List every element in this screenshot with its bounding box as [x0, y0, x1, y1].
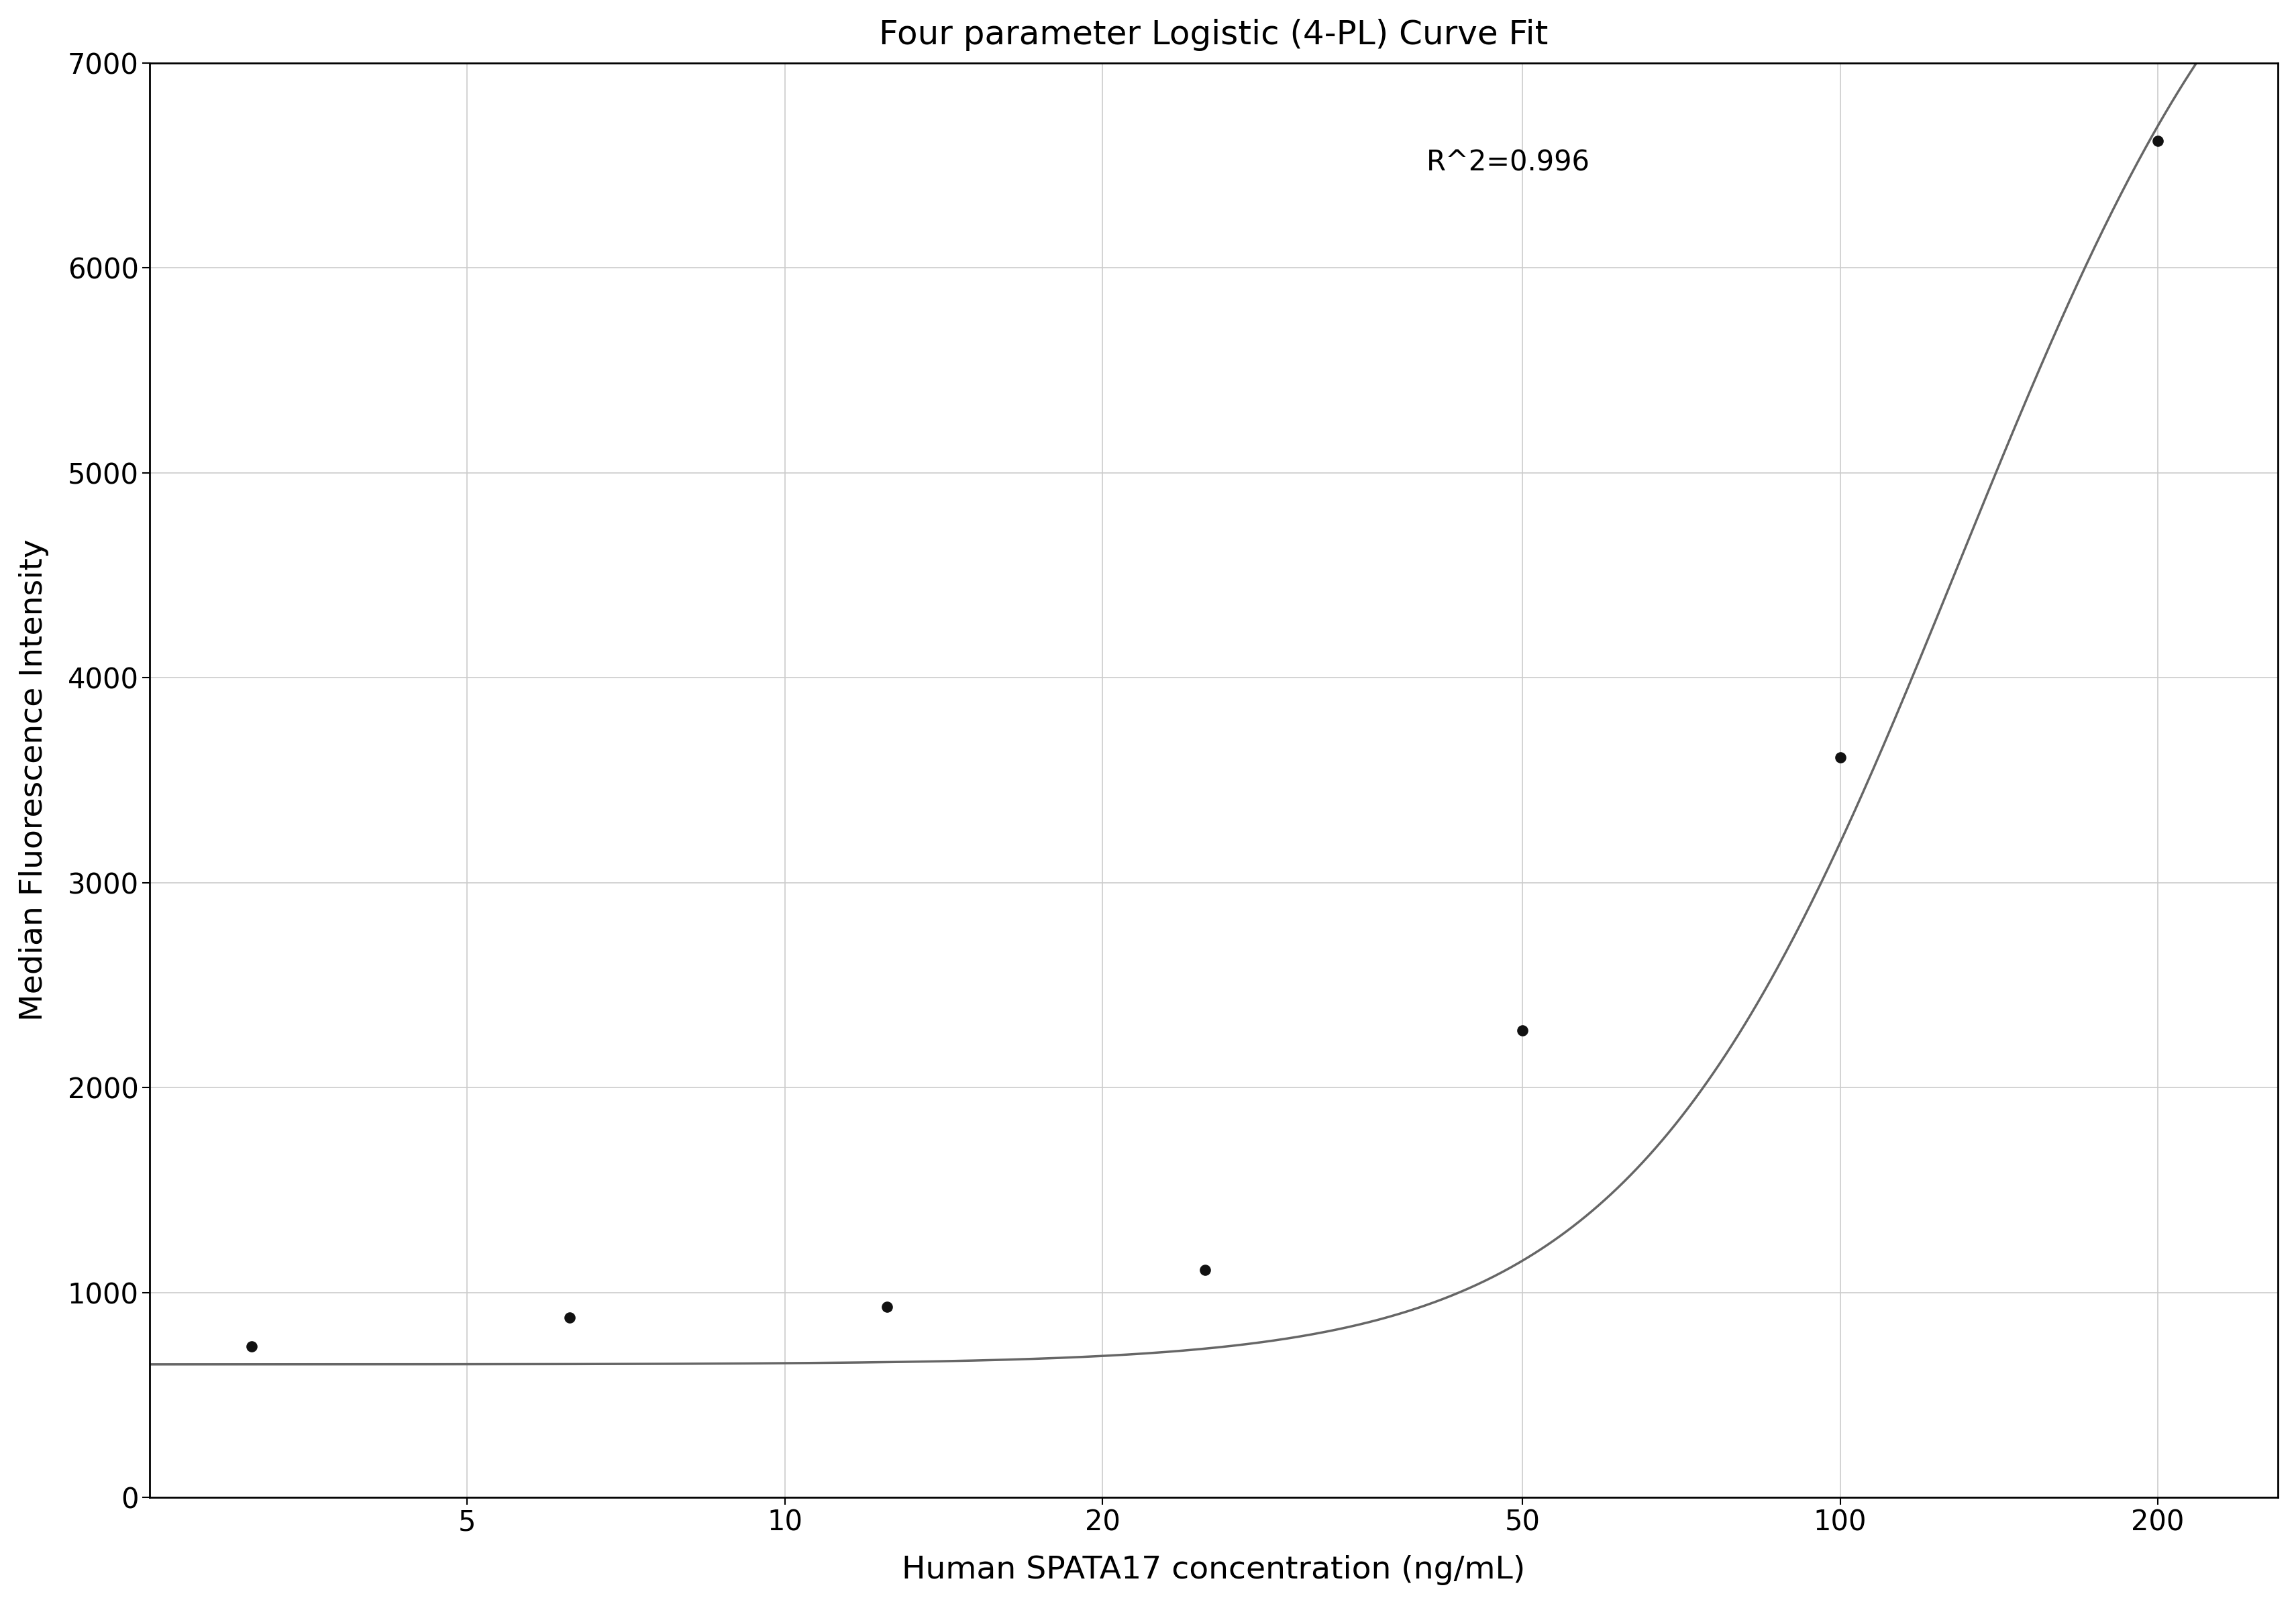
X-axis label: Human SPATA17 concentration (ng/mL): Human SPATA17 concentration (ng/mL) [902, 1556, 1525, 1585]
Point [1504, 1017, 1541, 1043]
Point [1821, 744, 1857, 770]
Point [551, 1304, 588, 1330]
Point [2140, 128, 2177, 154]
Title: Four parameter Logistic (4-PL) Curve Fit: Four parameter Logistic (4-PL) Curve Fit [879, 19, 1548, 51]
Point [1187, 1258, 1224, 1283]
Point [234, 1335, 271, 1360]
Y-axis label: Median Fluorescence Intensity: Median Fluorescence Intensity [18, 539, 48, 1022]
Text: R^2=0.996: R^2=0.996 [1426, 149, 1589, 176]
Point [868, 1294, 905, 1320]
